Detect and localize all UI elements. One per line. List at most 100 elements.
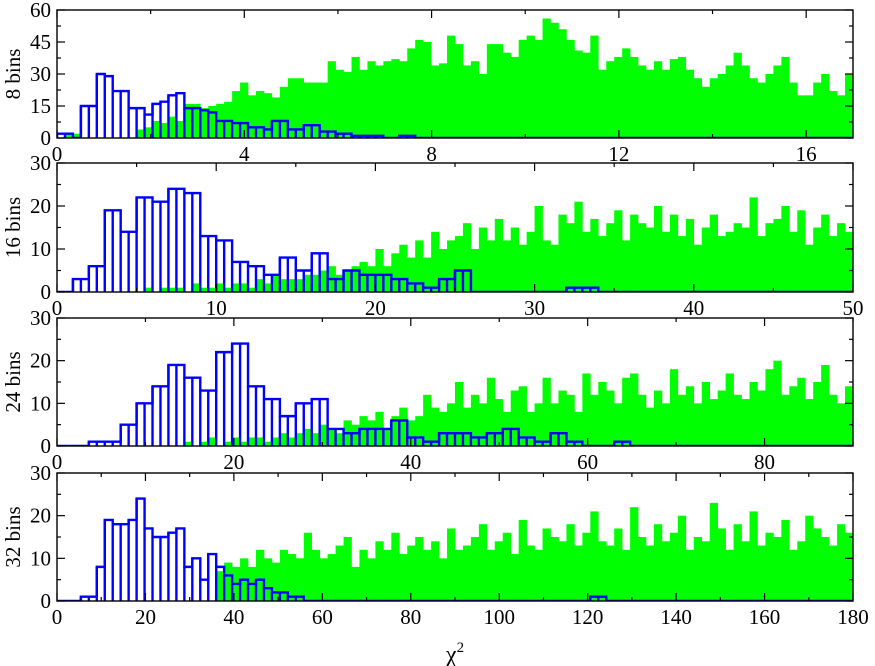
green-bar [494,541,504,601]
green-bar [518,39,527,138]
green-bar [598,236,607,292]
y-axis-label: 16 bins [1,197,25,258]
green-bar [614,528,623,601]
y-tick-label: 30 [30,62,51,86]
green-bar [797,210,806,292]
green-bar [263,441,273,446]
green-bar [805,515,814,601]
green-bar [630,373,639,446]
green-bar [447,403,456,446]
green-bar [765,369,774,446]
green-bar [757,390,766,446]
x-tick-label: 0 [52,605,63,629]
green-bar [685,69,695,138]
green-bar [749,511,758,601]
green-bar [590,394,599,446]
green-bar [343,537,352,601]
green-bar [574,50,583,138]
green-bar [733,524,742,601]
green-bar [279,86,289,138]
green-bar [303,274,313,292]
green-bar [861,507,869,601]
green-bar [582,231,591,292]
green-bar [351,56,360,138]
x-tick-label: 160 [749,605,781,629]
green-bar [407,545,416,601]
x-tick-label: 20 [365,296,386,320]
green-bar [168,116,177,138]
green-bar [184,441,193,446]
y-tick-label: 20 [30,504,51,528]
green-bar [502,52,512,138]
green-bar [717,74,726,138]
green-bar [160,287,169,292]
green-bar [542,18,551,138]
green-bar [661,403,671,446]
green-bar [853,83,861,138]
green-bar [240,82,249,138]
green-bar [677,56,687,138]
green-bar [749,78,758,138]
x-tick-label: 16 [796,142,817,166]
green-bar [550,537,559,601]
green-bar [661,541,671,601]
green-bar [646,407,655,446]
green-bar [311,274,320,292]
green-bar [439,249,448,292]
green-bar [837,95,846,138]
green-bar [399,61,408,138]
green-bar [821,364,830,446]
y-tick-label: 0 [41,589,52,613]
green-bar [638,537,647,601]
green-bar [343,71,352,138]
green-bar [431,407,440,446]
blue-series [57,497,853,601]
green-bar [327,554,336,601]
green-bar [677,515,687,601]
green-bar [359,416,368,446]
green-bar [861,219,869,292]
green-bar [494,399,504,446]
green-bar [391,532,400,601]
green-bar [447,35,456,138]
green-bar [478,227,488,292]
green-bar [526,545,535,601]
green-bar [439,411,448,446]
green-bar [200,287,209,292]
green-bar [797,377,806,446]
green-bar [478,403,488,446]
green-bar [558,541,567,601]
green-bar [271,274,281,292]
green-bar [574,411,583,446]
green-bar [224,441,233,446]
green-bar [367,61,376,138]
green-bar [654,390,663,446]
green-bar [319,424,328,446]
green-bar [598,69,607,138]
green-bar [869,537,875,601]
green-bar [725,65,734,138]
green-bar [526,231,535,292]
green-bar [303,82,313,138]
green-bar [542,377,551,446]
green-bar [478,74,488,138]
green-bar [590,511,599,601]
green-bar [311,433,320,446]
green-bar [797,541,806,601]
green-bar [462,223,472,292]
green-bar [510,554,519,601]
green-bar [646,227,655,292]
blue-outline-path [57,187,853,292]
green-bar [399,407,408,446]
green-bar [614,56,623,138]
green-bar [383,428,392,446]
green-bar [542,528,551,601]
green-bar [455,44,464,138]
y-tick-label: 20 [30,349,51,373]
green-bar [869,236,875,292]
green-bar [654,206,663,292]
green-bar [200,441,209,446]
green-bar [144,127,153,138]
green-bar [853,378,861,446]
